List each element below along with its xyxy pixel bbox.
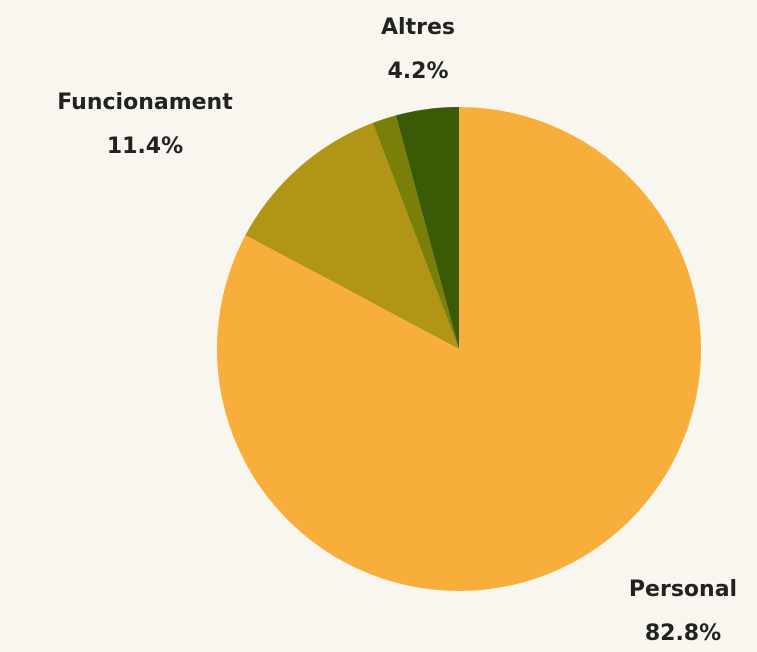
slice-label: Altres xyxy=(381,15,455,40)
slice-value: 82.8% xyxy=(645,621,721,646)
pie-slice xyxy=(395,107,459,349)
pie-slice xyxy=(372,115,459,349)
slice-label: Personal xyxy=(629,577,737,602)
pie-slice xyxy=(217,107,702,591)
slice-value: 11.4% xyxy=(107,134,183,159)
slice-label: Funcionament xyxy=(57,90,233,115)
pie-slice xyxy=(245,122,459,349)
slice-value: 4.2% xyxy=(387,59,448,84)
